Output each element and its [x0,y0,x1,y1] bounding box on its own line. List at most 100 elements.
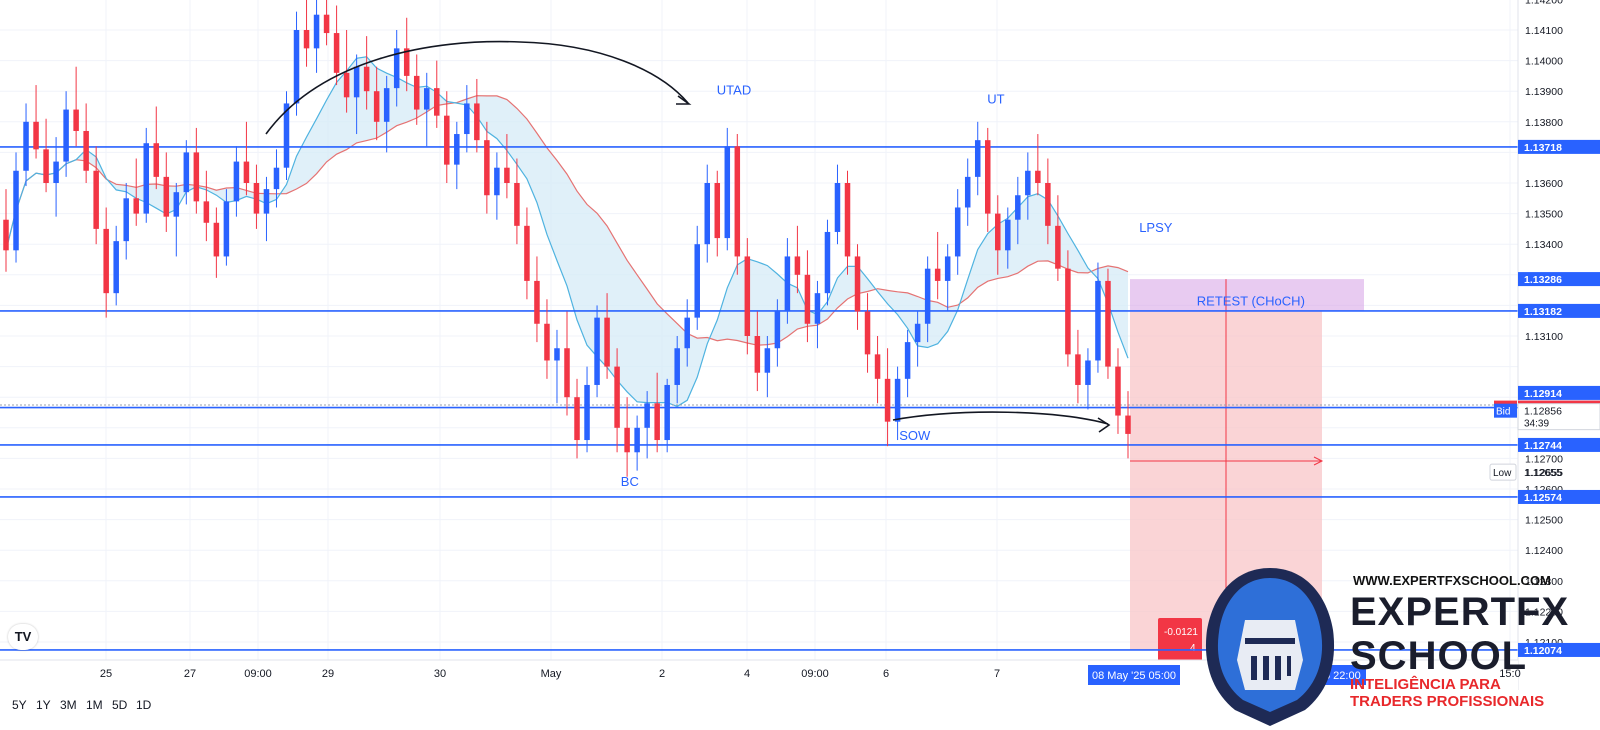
candle-body [193,152,200,202]
crosshair-time-label-right: 5 22:00 [1324,670,1361,682]
time-axis-tick: 25 [100,668,112,680]
candle-body [434,88,440,116]
price-tag-label: 1.12914 [1524,388,1562,400]
candle-body [1065,268,1071,355]
timeframe-button-3m[interactable]: 3M [60,698,77,712]
candle-body [574,397,580,441]
candle-body [1105,280,1111,367]
candle-body [674,348,680,385]
timeframe-button-1d[interactable]: 1D [136,698,152,712]
candle-body [934,268,941,281]
candle-body [253,183,260,214]
price-axis-tick: 1.12400 [1525,545,1563,557]
price-axis-tick: 1.12655 [1525,467,1563,479]
candle-body [784,256,791,312]
arrow-curve-top [265,40,689,135]
price-tag-label: 1.13718 [1524,142,1562,154]
candle-body [964,176,971,208]
price-axis-tick: 1.13800 [1525,117,1563,129]
ma-fast-line [5,56,1129,408]
candle-body [403,48,410,76]
candle-body [524,225,530,281]
candle-body [413,75,420,110]
price-axis-tick: 1.12200 [1525,606,1563,618]
timeframe-button-1y[interactable]: 1Y [36,698,51,712]
time-axis-tick: 29 [322,668,334,680]
candle-body [273,167,280,190]
price-tag-label: 1.12856 [1524,406,1562,418]
candle-body [1005,219,1011,251]
candle-body [1095,280,1101,361]
ma-slow-line [5,95,1129,346]
candle-body [474,103,480,141]
candle-body [123,198,129,242]
time-axis-tick: 30 [434,668,446,680]
candle-body [794,256,801,275]
candle-body [1055,225,1061,269]
candle-body [894,378,901,422]
candle-body [904,342,911,379]
brand-name-line1: EXPERTFX [1350,590,1570,634]
candle-body [744,256,751,336]
candle-body [183,152,190,193]
price-tag-label: 1.12744 [1524,440,1562,452]
candle-body [864,311,871,355]
price-axis-tick: 1.13600 [1525,178,1563,190]
time-axis-tick: 27 [184,668,196,680]
candle-body [844,183,851,257]
candle-body [584,384,590,441]
candle-body [213,222,220,257]
candle-body [303,30,310,49]
tradingview-logo[interactable]: TV [8,624,38,650]
candle-body [163,176,170,217]
price-tag-label: 1.13286 [1524,274,1562,286]
stop-loss-zone[interactable] [1130,279,1364,311]
arrow-curve-bottom [892,411,1109,425]
candle-body [654,403,660,441]
price-axis-tick: 1.12500 [1525,515,1563,527]
candle-body [734,146,741,257]
timeframe-button-1m[interactable]: 1M [86,698,103,712]
candle-body [1085,360,1091,385]
brand-name-line2: SCHOOL [1350,634,1528,678]
timeframe-button-5y[interactable]: 5Y [12,698,27,712]
countdown-label: 34:39 [1524,419,1549,430]
time-axis-tick: 09:00 [801,668,829,680]
candle-body [113,241,119,294]
time-axis-tick: 2 [659,668,665,680]
candle-body [233,161,240,202]
candle-body [103,228,109,294]
price-axis-tick: 1.13500 [1525,209,1563,221]
candle-body [133,198,139,214]
low-tag-label: Low [1493,468,1512,479]
price-tag-bg [1518,489,1600,504]
candle-body [223,201,230,257]
candle-body [243,161,250,183]
timeframe-button-5d[interactable]: 5D [112,698,128,712]
candle-body [3,219,9,251]
price-axis-tick: 1.14000 [1525,56,1563,68]
candle-body [1035,170,1041,183]
candle-body [203,201,210,223]
candle-body [604,317,610,367]
candle-body [494,167,500,196]
price-side-tag: Bid [1496,407,1510,418]
price-tag-bg [1518,303,1600,318]
annotation-bc: BC [621,474,639,489]
candle-body [1045,183,1051,226]
candle-body [694,244,700,318]
crosshair-time-label: 08 May '25 05:00 [1092,670,1176,682]
price-axis-tick: 1.14200 [1525,0,1563,6]
candle-body [834,183,841,232]
candle-body [554,348,560,361]
candle-body [293,30,300,104]
annotation-lpsy: LPSY [1139,220,1173,235]
price-tag-label: 1.12574 [1524,492,1562,504]
candle-body [514,183,520,226]
candle-body [363,66,370,92]
crosshair-time-bg [1088,665,1180,685]
candle-body [13,170,19,251]
price-axis-tick: 1.14100 [1525,25,1563,37]
price-tag-label: 1.13182 [1524,306,1562,318]
price-tag-bg [1518,642,1600,657]
